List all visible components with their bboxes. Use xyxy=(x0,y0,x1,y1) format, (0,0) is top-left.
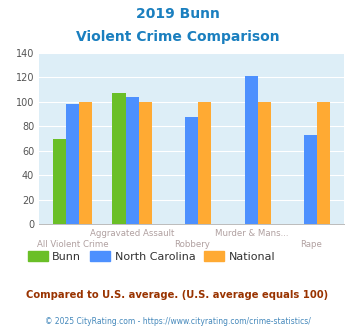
Bar xyxy=(198,102,211,224)
Bar xyxy=(245,76,258,224)
Bar xyxy=(317,102,331,224)
Bar xyxy=(53,139,66,224)
Bar xyxy=(79,102,92,224)
Bar xyxy=(126,97,139,224)
Bar xyxy=(304,135,317,224)
Text: © 2025 CityRating.com - https://www.cityrating.com/crime-statistics/: © 2025 CityRating.com - https://www.city… xyxy=(45,317,310,326)
Bar xyxy=(66,104,79,224)
Text: 2019 Bunn: 2019 Bunn xyxy=(136,7,219,20)
Text: Violent Crime Comparison: Violent Crime Comparison xyxy=(76,30,279,44)
Bar xyxy=(139,102,152,224)
Text: Compared to U.S. average. (U.S. average equals 100): Compared to U.S. average. (U.S. average … xyxy=(26,290,329,300)
Bar xyxy=(258,102,271,224)
Legend: Bunn, North Carolina, National: Bunn, North Carolina, National xyxy=(23,247,280,267)
Bar xyxy=(113,93,126,224)
Bar xyxy=(185,116,198,224)
